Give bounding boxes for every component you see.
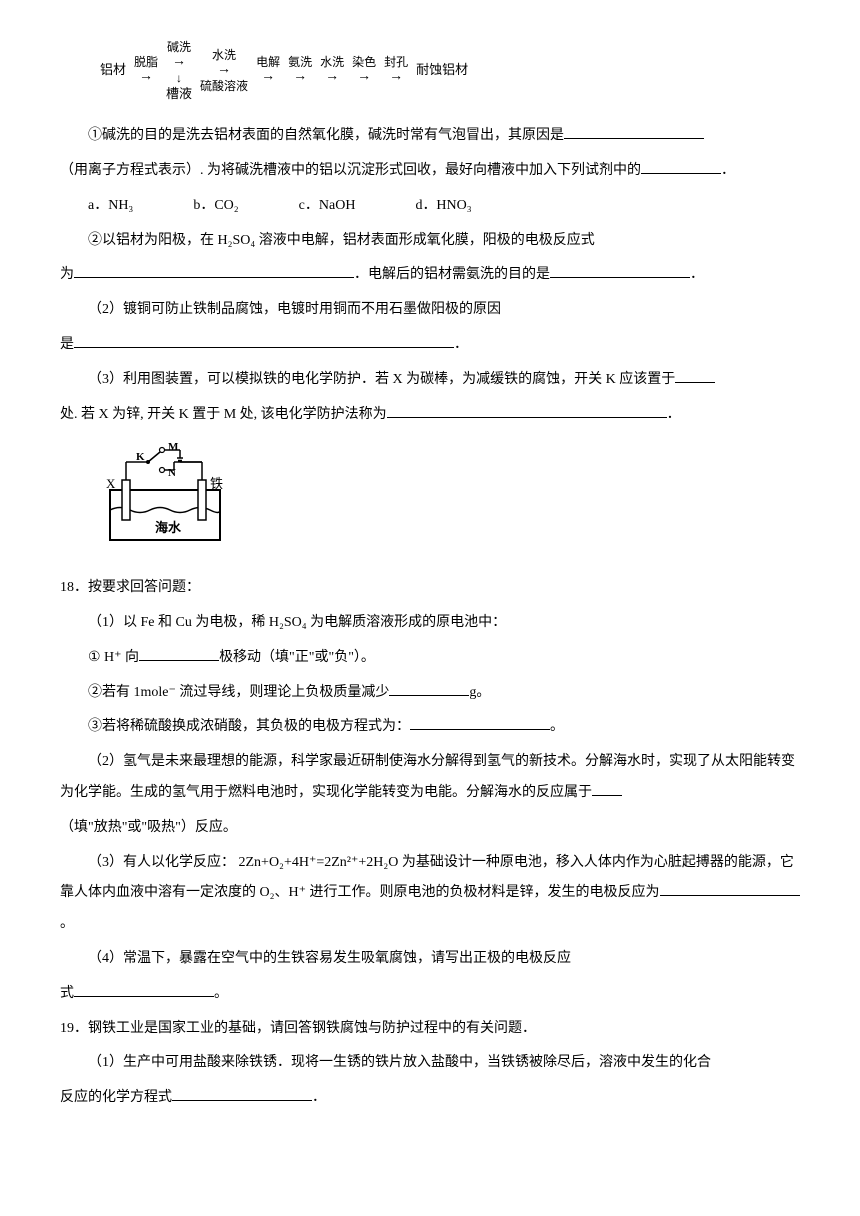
m-label: M bbox=[168, 441, 179, 453]
flow-step-4: 氨洗 → bbox=[288, 55, 312, 86]
q18-p2: （2）氢气是未来最理想的能源，科学家最近研制使海水分解得到氢气的新技术。分解海水… bbox=[60, 747, 800, 809]
q18-title: 18．按要求回答问题： bbox=[60, 573, 800, 604]
q17-p3b: 为．电解后的铝材需氨洗的目的是． bbox=[60, 260, 800, 291]
q17-p5b: 处. 若 X 为锌, 开关 K 置于 M 处, 该电化学防护法称为． bbox=[60, 400, 800, 431]
opt-a: a．NH₃ bbox=[88, 191, 133, 222]
q17-p5a: （3）利用图装置，可以模拟铁的电化学防护．若 X 为碳棒，为减缓铁的腐蚀，开关 … bbox=[60, 365, 800, 396]
blank bbox=[389, 679, 469, 696]
blank bbox=[675, 366, 715, 383]
flow-step-7: 封孔 → bbox=[384, 55, 408, 86]
q18-p1b: ②若有 1mole⁻ 流过导线，则理论上负极质量减少g。 bbox=[60, 678, 800, 709]
q17-p4b: 是． bbox=[60, 330, 800, 361]
blank bbox=[564, 122, 704, 139]
k-label: K bbox=[136, 451, 145, 463]
q19-p1b: 反应的化学方程式． bbox=[60, 1083, 800, 1114]
q18-p1c: ③若将稀硫酸换成浓硝酸，其负极的电极方程式为：。 bbox=[60, 712, 800, 743]
blank bbox=[74, 331, 454, 348]
x-label: X bbox=[106, 476, 116, 491]
blank bbox=[74, 980, 214, 997]
blank bbox=[660, 880, 800, 897]
blank bbox=[641, 157, 721, 174]
q19-p1a: （1）生产中可用盐酸来除铁锈．现将一生锈的铁片放入盐酸中，当铁锈被除尽后，溶液中… bbox=[60, 1048, 800, 1079]
blank bbox=[387, 401, 667, 418]
fe-label: 铁 bbox=[210, 476, 223, 491]
water-label: 海水 bbox=[155, 520, 182, 535]
q18-p4b: 式。 bbox=[60, 979, 800, 1010]
q17-p2: （用离子方程式表示）. 为将碱洗槽液中的铝以沉淀形式回收，最好向槽液中加入下列试… bbox=[60, 156, 800, 187]
q18-p2b: （填"放热"或"吸热"）反应。 bbox=[60, 813, 800, 844]
process-flow-diagram: 铝材 脱脂 → 碱洗 → ↓ 槽液 水洗 → 硫酸溶液 电解 → 氨洗 → 水洗… bbox=[100, 40, 800, 101]
flow-step-0: 脱脂 → bbox=[134, 55, 158, 86]
flow-step-2: 水洗 → 硫酸溶液 bbox=[200, 48, 248, 94]
n-label: N bbox=[168, 467, 176, 479]
q17-p1: ①碱洗的目的是洗去铝材表面的自然氧化膜，碱洗时常有气泡冒出，其原因是 bbox=[60, 121, 800, 152]
flow-branch: 碱洗 → ↓ 槽液 bbox=[166, 40, 192, 101]
q17-p3: ②以铝材为阳极，在 H₂SO₄ 溶液中电解，铝材表面形成氧化膜，阳极的电极反应式 bbox=[60, 226, 800, 257]
flow-end: 耐蚀铝材 bbox=[416, 56, 468, 85]
flow-step-5: 水洗 → bbox=[320, 55, 344, 86]
opt-b: b．CO₂ bbox=[193, 191, 238, 222]
blank bbox=[550, 262, 690, 279]
circuit-diagram: 海水 X 铁 M N K bbox=[100, 440, 800, 563]
blank bbox=[74, 262, 354, 279]
blank bbox=[139, 644, 219, 661]
blank bbox=[592, 779, 622, 796]
q19-title: 19．钢铁工业是国家工业的基础，请回答钢铁腐蚀与防护过程中的有关问题． bbox=[60, 1014, 800, 1045]
q18-p1: （1）以 Fe 和 Cu 为电极，稀 H₂SO₄ 为电解质溶液形成的原电池中： bbox=[60, 608, 800, 639]
q18-p4: （4）常温下，暴露在空气中的生铁容易发生吸氧腐蚀，请写出正极的电极反应 bbox=[60, 944, 800, 975]
flow-step-6: 染色 → bbox=[352, 55, 376, 86]
opt-c: c．NaOH bbox=[299, 191, 356, 222]
q18-p3: （3）有人以化学反应： 2Zn+O₂+4H⁺=2Zn²⁺+2H₂O 为基础设计一… bbox=[60, 848, 800, 940]
q17-options: a．NH₃ b．CO₂ c．NaOH d．HNO₃ bbox=[88, 191, 800, 222]
flow-step-3: 电解 → bbox=[256, 55, 280, 86]
q18-p1a: ① H⁺ 向极移动（填"正"或"负"）。 bbox=[60, 643, 800, 674]
blank bbox=[172, 1084, 312, 1101]
q17-p4: （2）镀铜可防止铁制品腐蚀，电镀时用铜而不用石墨做阳极的原因 bbox=[60, 295, 800, 326]
blank bbox=[410, 714, 550, 731]
flow-start: 铝材 bbox=[100, 56, 126, 85]
opt-d: d．HNO₃ bbox=[415, 191, 471, 222]
